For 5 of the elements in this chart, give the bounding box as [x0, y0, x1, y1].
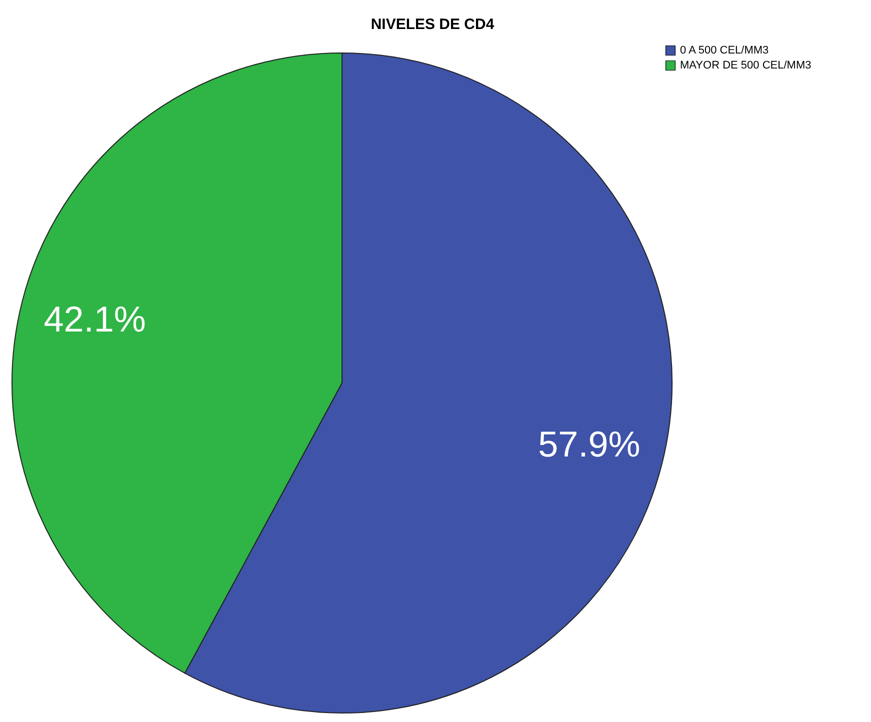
data-label: 57.9% [538, 424, 640, 465]
data-label: 42.1% [44, 298, 146, 340]
legend-label: 0 A 500 CEL/MM3 [680, 44, 769, 56]
chart-title: NIVELES DE CD4 [370, 16, 495, 33]
legend-label: MAYOR DE 500 CEL/MM3 [680, 60, 812, 72]
